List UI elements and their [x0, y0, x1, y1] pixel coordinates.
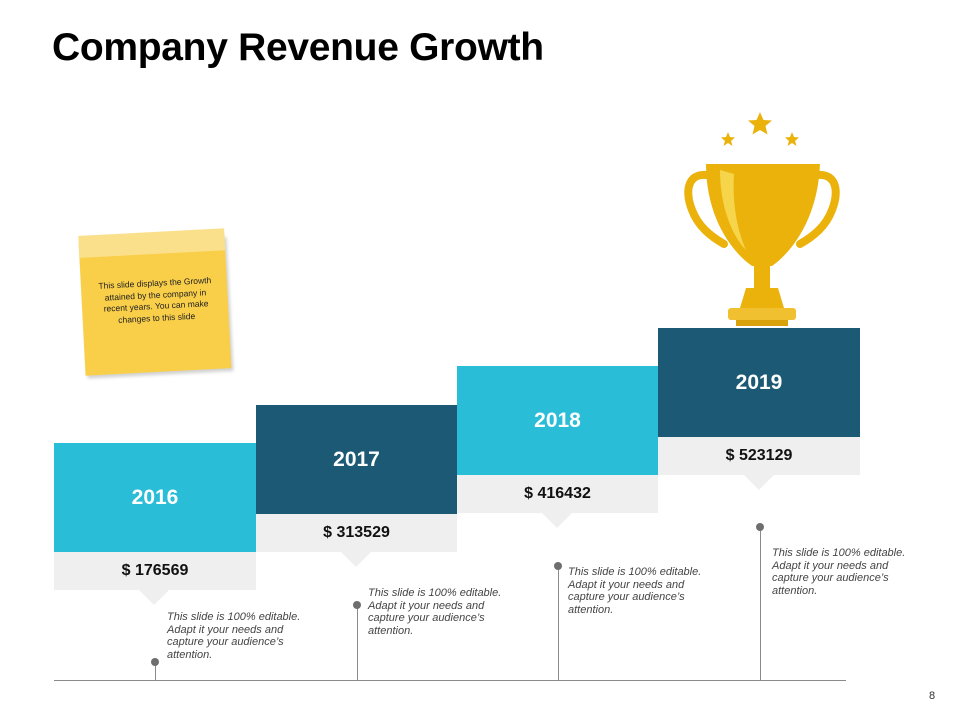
slide-title: Company Revenue Growth	[52, 26, 544, 69]
revenue-value-2018: $ 416432	[457, 475, 658, 513]
step-description-2017: This slide is 100% editable. Adapt it yo…	[368, 587, 502, 637]
timeline-connector	[357, 605, 358, 680]
star-icon	[748, 112, 772, 135]
year-box-2016: 2016	[54, 443, 256, 552]
star-icon	[721, 132, 735, 146]
timeline-connector	[760, 527, 761, 680]
timeline-marker	[353, 601, 361, 609]
callout-pointer	[139, 590, 169, 605]
step-description-2018: This slide is 100% editable. Adapt it yo…	[568, 566, 702, 616]
year-box-2017: 2017	[256, 405, 457, 514]
step-description-2016: This slide is 100% editable. Adapt it yo…	[167, 611, 301, 661]
callout-pointer	[341, 552, 371, 567]
timeline-marker	[756, 523, 764, 531]
callout-pointer	[542, 513, 572, 528]
timeline-marker	[151, 658, 159, 666]
timeline-marker	[554, 562, 562, 570]
revenue-value-2017: $ 313529	[256, 514, 457, 552]
page-number: 8	[929, 690, 936, 702]
timeline-connector	[558, 566, 559, 680]
timeline-connector	[155, 662, 156, 680]
revenue-value-2016: $ 176569	[54, 552, 256, 590]
sticky-note-tape	[78, 228, 226, 258]
year-box-2018: 2018	[457, 366, 658, 475]
star-icon	[785, 132, 799, 146]
trophy-icon	[684, 112, 840, 326]
revenue-value-2019: $ 523129	[658, 437, 860, 475]
step-description-2019: This slide is 100% editable. Adapt it yo…	[772, 547, 906, 597]
sticky-note-text: This slide displays the Growth attained …	[98, 275, 212, 325]
year-box-2019: 2019	[658, 328, 860, 437]
callout-pointer	[744, 475, 774, 490]
timeline-baseline	[54, 680, 846, 681]
sticky-note: This slide displays the Growth attained …	[78, 228, 232, 376]
